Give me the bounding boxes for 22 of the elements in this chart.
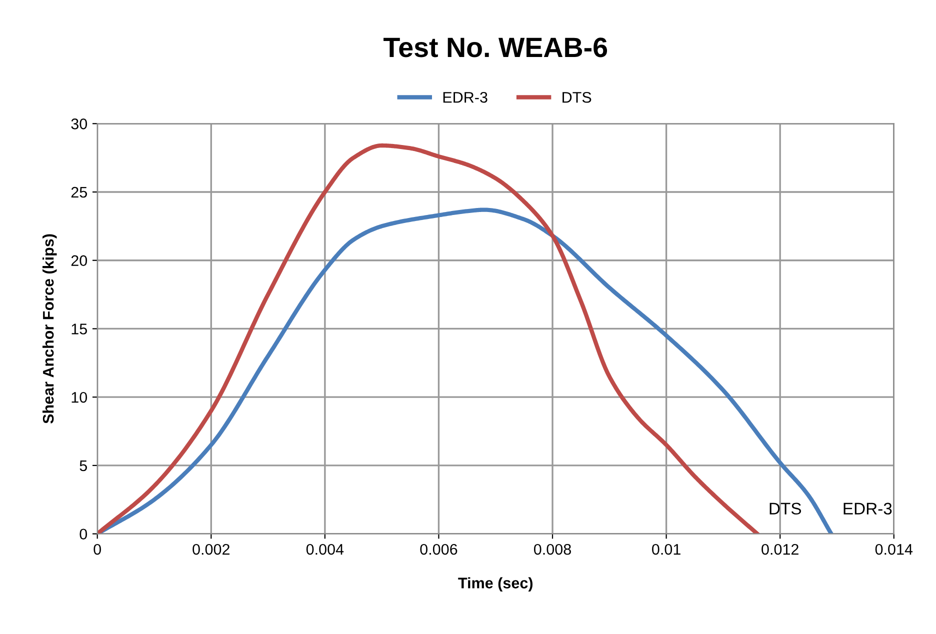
text: DTS <box>770 502 802 515</box>
legend-label: EDR-3 <box>443 92 488 103</box>
y-tick-label: 0 <box>80 528 88 540</box>
y-tick-label: 25 <box>71 186 87 198</box>
x-tick-label: 0.006 <box>420 544 458 555</box>
x-tick-label: 0.002 <box>192 544 230 555</box>
y-tick-label: 5 <box>80 460 87 472</box>
y-tick-label: 30 <box>71 118 88 130</box>
chart-title: Test No. WEAB-6 <box>384 38 608 58</box>
x-axis-title: Time (sec) <box>458 577 533 592</box>
y-axis-title: Shear Anchor Force (kips) <box>42 234 57 424</box>
y-tick-label: 10 <box>72 392 88 403</box>
x-tick-label: 0 <box>94 544 101 555</box>
text: EDR-3 <box>844 502 892 515</box>
legend-label: DTS <box>562 92 592 103</box>
y-tick-label: 15 <box>72 324 87 334</box>
y-tick-label: 20 <box>71 255 88 266</box>
x-tick-label: 0.012 <box>762 544 798 555</box>
x-tick-label: 0.008 <box>534 544 571 555</box>
x-tick-label: 0.01 <box>652 544 680 555</box>
x-tick-label: 0.004 <box>306 544 344 555</box>
x-tick-label: 0.014 <box>875 544 913 555</box>
